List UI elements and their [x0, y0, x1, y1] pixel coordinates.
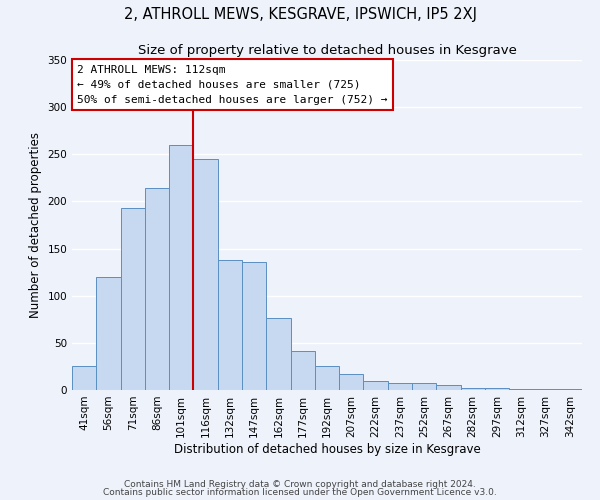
- Bar: [436, 386, 461, 390]
- Bar: [339, 374, 364, 390]
- Bar: [96, 277, 121, 390]
- Bar: [533, 389, 558, 390]
- Bar: [388, 384, 412, 390]
- Bar: [218, 260, 242, 390]
- Y-axis label: Number of detached properties: Number of detached properties: [29, 132, 42, 318]
- X-axis label: Distribution of detached houses by size in Kesgrave: Distribution of detached houses by size …: [173, 442, 481, 456]
- Bar: [169, 145, 193, 390]
- Title: Size of property relative to detached houses in Kesgrave: Size of property relative to detached ho…: [137, 44, 517, 58]
- Bar: [485, 388, 509, 390]
- Bar: [509, 389, 533, 390]
- Bar: [266, 318, 290, 390]
- Text: Contains HM Land Registry data © Crown copyright and database right 2024.: Contains HM Land Registry data © Crown c…: [124, 480, 476, 489]
- Bar: [242, 262, 266, 390]
- Bar: [461, 388, 485, 390]
- Bar: [121, 208, 145, 390]
- Text: 2 ATHROLL MEWS: 112sqm
← 49% of detached houses are smaller (725)
50% of semi-de: 2 ATHROLL MEWS: 112sqm ← 49% of detached…: [77, 65, 388, 104]
- Bar: [412, 384, 436, 390]
- Bar: [72, 366, 96, 390]
- Text: 2, ATHROLL MEWS, KESGRAVE, IPSWICH, IP5 2XJ: 2, ATHROLL MEWS, KESGRAVE, IPSWICH, IP5 …: [124, 8, 476, 22]
- Bar: [193, 159, 218, 390]
- Bar: [145, 188, 169, 390]
- Text: Contains public sector information licensed under the Open Government Licence v3: Contains public sector information licen…: [103, 488, 497, 497]
- Bar: [290, 352, 315, 390]
- Bar: [558, 389, 582, 390]
- Bar: [315, 366, 339, 390]
- Bar: [364, 380, 388, 390]
